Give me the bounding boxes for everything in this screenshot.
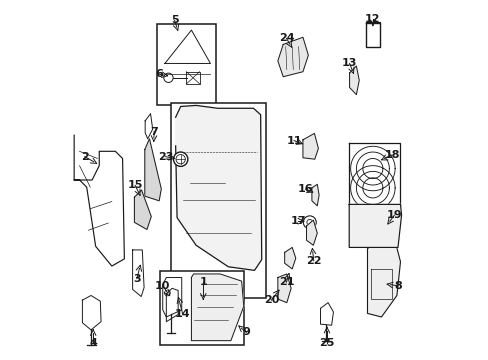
Polygon shape xyxy=(134,190,151,229)
Text: 5: 5 xyxy=(170,15,178,26)
Text: 14: 14 xyxy=(175,310,190,319)
Bar xyxy=(171,103,265,298)
Text: 17: 17 xyxy=(290,216,305,226)
Text: 9: 9 xyxy=(242,327,250,337)
Text: 11: 11 xyxy=(285,136,301,145)
Text: 15: 15 xyxy=(127,180,142,190)
Text: 24: 24 xyxy=(278,33,294,43)
Polygon shape xyxy=(348,204,401,247)
Polygon shape xyxy=(349,66,359,95)
Bar xyxy=(156,24,215,105)
Text: 22: 22 xyxy=(305,256,321,266)
Polygon shape xyxy=(277,37,308,77)
Text: 16: 16 xyxy=(297,184,313,194)
Text: 2: 2 xyxy=(81,152,89,162)
Text: 10: 10 xyxy=(155,281,170,291)
Polygon shape xyxy=(144,139,161,201)
Text: 3: 3 xyxy=(133,274,141,284)
Text: 4: 4 xyxy=(89,338,97,348)
Text: 20: 20 xyxy=(263,295,279,305)
Text: 19: 19 xyxy=(386,210,402,220)
Text: 21: 21 xyxy=(278,277,294,287)
Text: 8: 8 xyxy=(393,281,401,291)
Text: 13: 13 xyxy=(341,58,357,68)
Polygon shape xyxy=(311,184,319,206)
Polygon shape xyxy=(367,242,400,317)
Polygon shape xyxy=(284,247,295,269)
Text: 1: 1 xyxy=(199,277,207,287)
Circle shape xyxy=(173,152,187,166)
Polygon shape xyxy=(191,274,244,341)
Text: 12: 12 xyxy=(365,14,380,24)
Text: 6: 6 xyxy=(155,69,163,79)
Text: 7: 7 xyxy=(150,127,158,136)
Text: 25: 25 xyxy=(319,338,334,348)
Polygon shape xyxy=(303,134,318,159)
Bar xyxy=(159,271,244,345)
Polygon shape xyxy=(175,105,261,270)
Text: 18: 18 xyxy=(384,150,399,160)
Polygon shape xyxy=(277,274,290,303)
Text: 23: 23 xyxy=(158,152,173,162)
Polygon shape xyxy=(306,220,317,245)
